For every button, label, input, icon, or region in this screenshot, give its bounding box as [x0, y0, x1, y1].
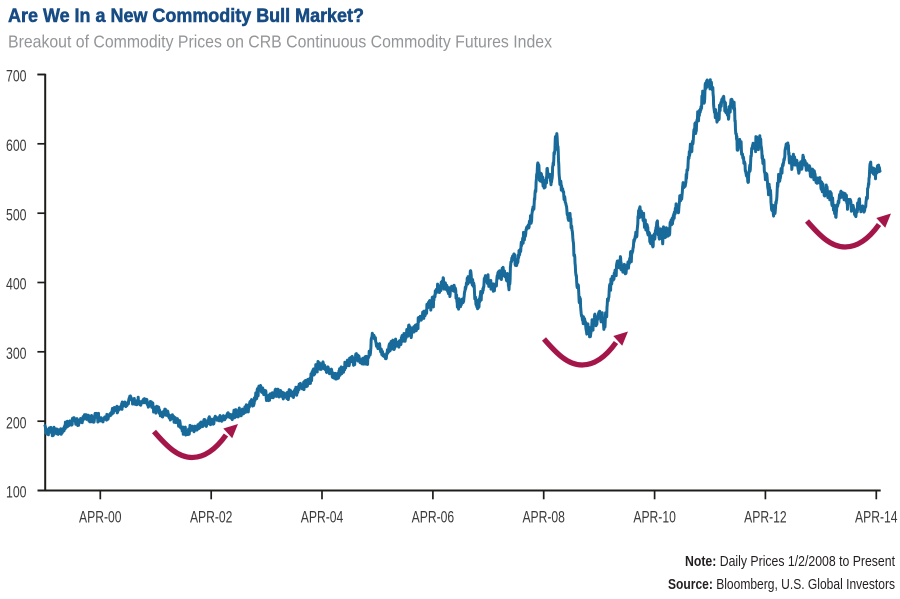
svg-text:300: 300 [6, 345, 27, 363]
svg-text:400: 400 [6, 276, 27, 294]
svg-text:APR-02: APR-02 [190, 509, 233, 527]
svg-text:APR-12: APR-12 [744, 509, 787, 527]
svg-text:APR-08: APR-08 [522, 509, 565, 527]
svg-text:Note: Daily Prices 1/2/2008 to: Note: Daily Prices 1/2/2008 to Present [685, 554, 895, 570]
svg-text:APR-14: APR-14 [855, 509, 898, 527]
svg-text:Breakout of Commodity Prices o: Breakout of Commodity Prices on CRB Cont… [8, 32, 552, 52]
svg-text:Are We In a New Commodity Bull: Are We In a New Commodity Bull Market? [8, 5, 364, 27]
svg-text:600: 600 [6, 137, 27, 155]
svg-text:100: 100 [6, 484, 27, 502]
svg-text:Source: Bloomberg, U.S. Global: Source: Bloomberg, U.S. Global Investors [668, 577, 895, 593]
svg-text:200: 200 [6, 414, 27, 432]
svg-text:APR-04: APR-04 [301, 509, 344, 527]
svg-text:APR-06: APR-06 [412, 509, 455, 527]
svg-text:500: 500 [6, 206, 27, 224]
svg-text:APR-00: APR-00 [79, 509, 122, 527]
svg-text:APR-10: APR-10 [633, 509, 676, 527]
svg-text:700: 700 [6, 68, 27, 86]
